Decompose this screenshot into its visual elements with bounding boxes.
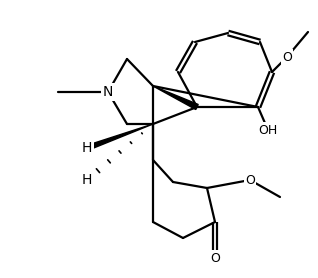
Text: O: O (245, 173, 255, 187)
Polygon shape (153, 86, 198, 110)
Polygon shape (86, 124, 153, 150)
Text: H: H (82, 173, 92, 187)
Text: O: O (210, 252, 220, 264)
Text: O: O (282, 51, 292, 63)
Text: OH: OH (258, 123, 278, 136)
Text: H: H (82, 141, 92, 155)
Text: N: N (103, 85, 113, 99)
